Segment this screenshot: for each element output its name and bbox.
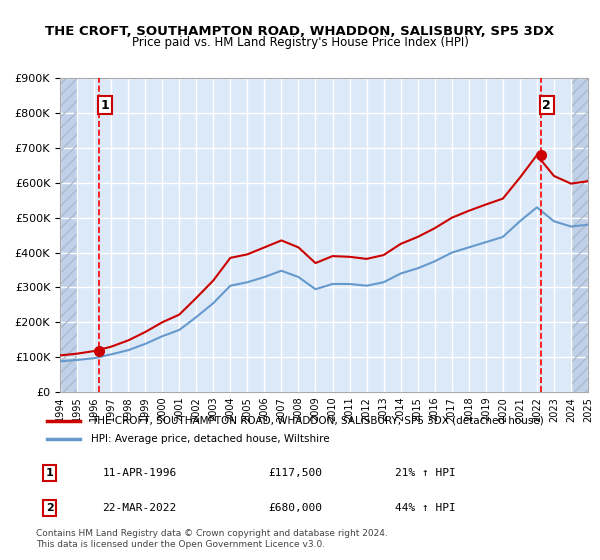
Text: 22-MAR-2022: 22-MAR-2022 bbox=[102, 503, 176, 513]
Bar bbox=[571, 78, 588, 392]
Bar bbox=[571, 78, 588, 392]
Text: THE CROFT, SOUTHAMPTON ROAD, WHADDON, SALISBURY, SP5 3DX: THE CROFT, SOUTHAMPTON ROAD, WHADDON, SA… bbox=[46, 25, 554, 38]
Text: 21% ↑ HPI: 21% ↑ HPI bbox=[395, 468, 455, 478]
Text: 1: 1 bbox=[46, 468, 53, 478]
Text: 1: 1 bbox=[101, 99, 109, 112]
Text: THE CROFT, SOUTHAMPTON ROAD, WHADDON, SALISBURY, SP5 3DX (detached house): THE CROFT, SOUTHAMPTON ROAD, WHADDON, SA… bbox=[91, 416, 544, 426]
Text: HPI: Average price, detached house, Wiltshire: HPI: Average price, detached house, Wilt… bbox=[91, 434, 330, 444]
Bar bbox=[60, 78, 77, 392]
Text: 2: 2 bbox=[46, 503, 53, 513]
Bar bbox=[60, 78, 77, 392]
Text: 2: 2 bbox=[542, 99, 551, 112]
Text: Price paid vs. HM Land Registry's House Price Index (HPI): Price paid vs. HM Land Registry's House … bbox=[131, 36, 469, 49]
Text: Contains HM Land Registry data © Crown copyright and database right 2024.
This d: Contains HM Land Registry data © Crown c… bbox=[36, 529, 388, 549]
Text: £680,000: £680,000 bbox=[268, 503, 322, 513]
Text: £117,500: £117,500 bbox=[268, 468, 322, 478]
Text: 44% ↑ HPI: 44% ↑ HPI bbox=[395, 503, 455, 513]
Text: 11-APR-1996: 11-APR-1996 bbox=[102, 468, 176, 478]
